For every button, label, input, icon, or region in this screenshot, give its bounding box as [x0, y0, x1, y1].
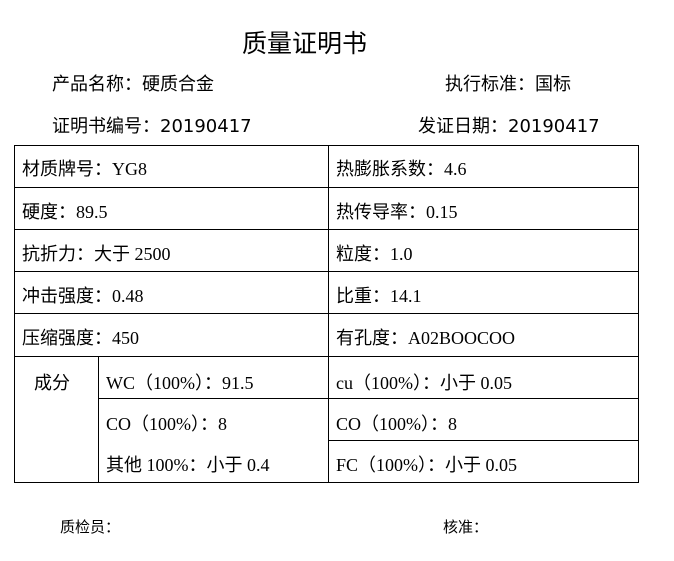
inspector-label: 质检员：	[60, 518, 121, 536]
composition-fc: FC（100%）：小于 0.05	[336, 455, 518, 475]
product-name: 产品名称：硬质合金	[52, 74, 214, 95]
compressive-strength-cell: 压缩强度：450	[22, 328, 139, 348]
impact-strength-cell: 冲击强度：0.48	[22, 286, 144, 306]
hardness-cell: 硬度：89.5	[22, 202, 108, 222]
composition-co-right: CO（100%）：8	[336, 414, 457, 434]
composition-other: 其他 100%：小于 0.4	[106, 455, 270, 475]
composition-wc: WC（100%）：91.5	[106, 373, 254, 393]
grain-size-cell: 粒度：1.0	[336, 244, 413, 264]
porosity-cell: 有孔度：A02BOOCOO	[336, 328, 516, 348]
composition-cu: cu（100%）：小于 0.05	[336, 373, 512, 393]
thermal-expansion-cell: 热膨胀系数：4.6	[336, 159, 467, 179]
density-cell: 比重：14.1	[336, 286, 422, 306]
certificate-number: 证明书编号：20190417	[52, 116, 252, 137]
composition-co-left: CO（100%）：8	[106, 414, 227, 434]
standard: 执行标准：国标	[445, 74, 571, 95]
issue-date: 发证日期：20190417	[418, 116, 600, 137]
thermal-conductivity-cell: 热传导率：0.15	[336, 202, 458, 222]
approver-label: 核准：	[443, 518, 489, 536]
grade-cell: 材质牌号：YG8	[22, 159, 147, 179]
composition-label: 成分	[34, 373, 70, 393]
bending-strength-cell: 抗折力：大于 2500	[22, 244, 171, 264]
page-title: 质量证明书	[242, 29, 368, 58]
